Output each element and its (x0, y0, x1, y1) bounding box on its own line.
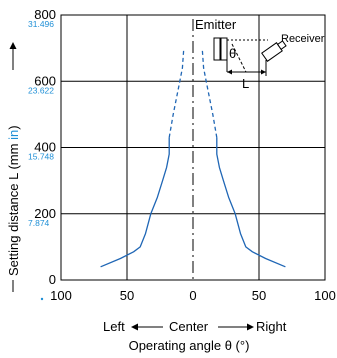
angle-line (231, 43, 247, 73)
y-tick-label: 600 (34, 73, 56, 88)
y-tick-inch-label: 31.496 (28, 19, 54, 29)
y-tick-label: 200 (34, 206, 56, 221)
y-tick-label: 800 (34, 7, 56, 22)
emitter-label: Emitter (195, 17, 237, 32)
series-line-dashed (201, 48, 218, 138)
left-label: Left (103, 319, 125, 334)
x-tick-label: 100 (314, 288, 336, 303)
svg-text:Setting distance L (mm in): Setting distance L (mm in) (6, 125, 21, 276)
receiver-body (261, 40, 287, 62)
y-tick-inch-label: 23.622 (28, 85, 54, 95)
series-group (100, 48, 286, 268)
series-line-solid (216, 137, 286, 268)
x-tick-label: 50 (120, 288, 134, 303)
x-direction-labels: Left Center Right (103, 319, 287, 334)
right-label: Right (256, 319, 287, 334)
grid (60, 14, 326, 281)
distance-label: L (242, 76, 249, 91)
theta-label: θ (229, 46, 236, 61)
x-tick-label: 0 (189, 288, 196, 303)
receiver-label: Receiver (281, 33, 325, 45)
y-tick-label: 400 (34, 140, 56, 155)
y-axis-title: Setting distance L (mm in) (6, 42, 21, 292)
x-axis-title: Operating angle θ (°) (129, 338, 250, 353)
y-tick-inch-label: 7.874 (28, 218, 50, 228)
y-axis-arrowhead (9, 42, 17, 49)
y-tick-label: 0 (49, 272, 56, 287)
series-line-dashed (168, 48, 185, 138)
emitter-body (213, 37, 221, 61)
x-tick-label: 100 (50, 288, 72, 303)
emitter-receiver-diagram: Emitter Receiver θ L (195, 17, 325, 91)
ylabel-text: Setting distance L (mm (6, 140, 21, 276)
right-arrowhead (247, 323, 254, 331)
emitter-lens (220, 37, 228, 61)
center-label: Center (169, 319, 209, 334)
ylabel-inch-unit: in (6, 130, 21, 140)
left-arrowhead (131, 323, 138, 331)
x-tick-label: 50 (252, 288, 266, 303)
marker-dot (40, 297, 44, 301)
series-line-solid (100, 137, 170, 268)
ylabel-close: ) (6, 125, 21, 129)
y-tick-inch-label: 15.748 (28, 152, 54, 162)
ticks: 100 50 0 50 10002007.87440015.74860023.62280… (28, 7, 336, 303)
